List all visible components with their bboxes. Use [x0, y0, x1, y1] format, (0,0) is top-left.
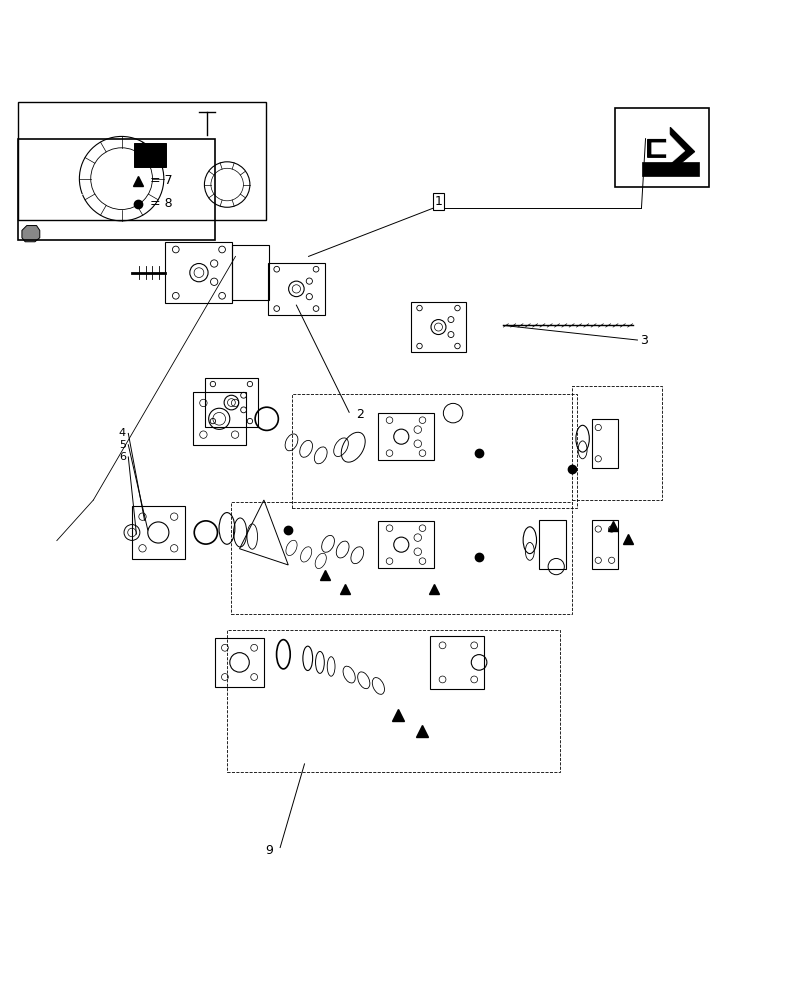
Polygon shape — [71, 175, 78, 182]
Bar — [204, 378, 258, 427]
Bar — [18, 102, 265, 220]
Text: = 8: = 8 — [150, 197, 173, 210]
Bar — [131, 506, 185, 559]
Bar — [227, 630, 560, 772]
Bar — [430, 636, 483, 689]
Text: 5: 5 — [118, 440, 126, 450]
Polygon shape — [641, 162, 697, 176]
Bar — [231, 502, 572, 614]
Bar — [377, 521, 434, 568]
Text: KIT: KIT — [71, 194, 83, 200]
Bar — [193, 392, 245, 445]
Bar — [215, 638, 264, 687]
Text: 2: 2 — [355, 408, 363, 421]
Polygon shape — [650, 131, 684, 167]
Bar — [232, 245, 268, 300]
Polygon shape — [75, 175, 83, 182]
Polygon shape — [22, 226, 40, 242]
Circle shape — [443, 403, 462, 423]
Text: KIT: KIT — [55, 194, 67, 200]
Bar — [292, 394, 576, 508]
Bar — [615, 108, 708, 187]
Bar — [18, 139, 215, 240]
Text: 1: 1 — [434, 195, 442, 208]
Text: 6: 6 — [118, 452, 126, 462]
Polygon shape — [239, 500, 288, 565]
Text: 3: 3 — [639, 334, 647, 347]
Polygon shape — [54, 176, 84, 193]
Bar — [134, 143, 166, 167]
Bar — [268, 263, 324, 315]
Bar — [377, 413, 434, 460]
Text: 4: 4 — [118, 428, 126, 438]
Text: 9: 9 — [265, 844, 273, 857]
Text: = 7: = 7 — [150, 174, 173, 187]
Polygon shape — [69, 184, 84, 210]
Polygon shape — [61, 175, 68, 182]
Bar — [590, 419, 618, 468]
Bar — [539, 520, 565, 569]
Polygon shape — [646, 127, 693, 172]
Bar — [410, 302, 466, 352]
Bar — [572, 386, 661, 500]
Polygon shape — [66, 179, 73, 186]
Bar — [590, 520, 618, 569]
Bar — [165, 242, 232, 303]
Polygon shape — [54, 184, 69, 210]
